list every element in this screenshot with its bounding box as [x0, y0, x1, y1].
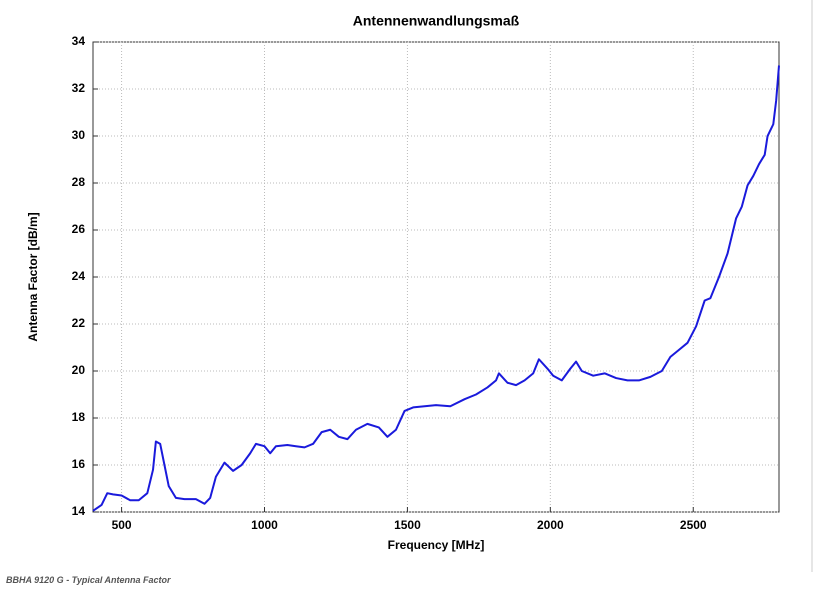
x-tick-label: 2000: [537, 518, 564, 532]
y-tick-label: 22: [72, 316, 86, 330]
y-tick-label: 28: [72, 175, 86, 189]
data-line: [92, 65, 780, 512]
y-tick-label: 34: [72, 34, 86, 48]
chart-title: Antennenwandlungsmaß: [353, 13, 520, 29]
x-tick-label: 2500: [680, 518, 707, 532]
caption: BBHA 9120 G - Typical Antenna Factor: [6, 575, 171, 585]
y-tick-label: 18: [72, 410, 86, 424]
y-tick-label: 20: [72, 363, 86, 377]
x-tick-label: 500: [112, 518, 132, 532]
y-tick-label: 24: [72, 269, 86, 283]
y-tick-label: 14: [72, 504, 86, 518]
y-tick-label: 16: [72, 457, 86, 471]
x-axis-label: Frequency [MHz]: [388, 538, 485, 552]
chart: Antennenwandlungsmaß Frequency [MHz] Ant…: [26, 0, 813, 572]
y-tick-label: 30: [72, 128, 86, 142]
y-tick-label: 32: [72, 81, 86, 95]
x-tick-label: 1500: [394, 518, 421, 532]
y-tick-label: 26: [72, 222, 86, 236]
y-axis-label: Antenna Factor [dB/m]: [26, 212, 40, 341]
x-tick-label: 1000: [251, 518, 278, 532]
